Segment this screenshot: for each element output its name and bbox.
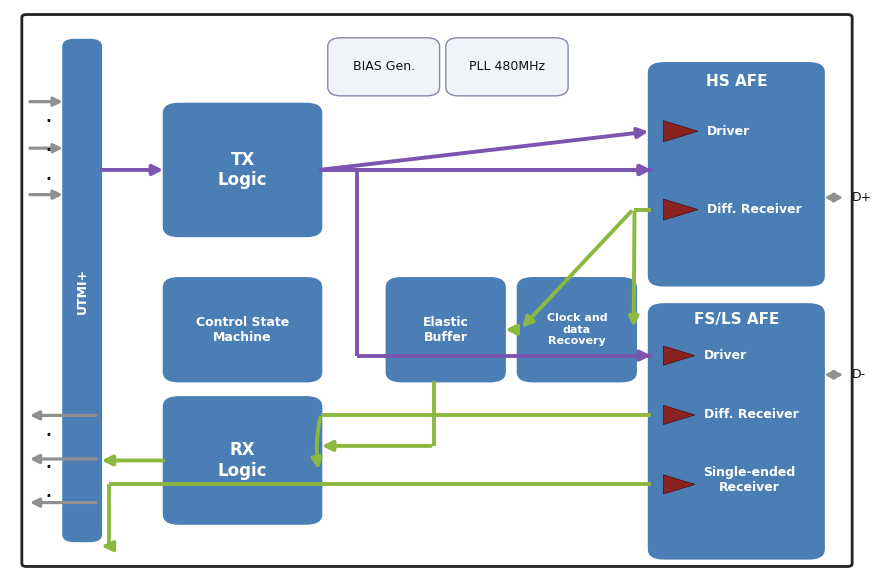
Text: Control State
Machine: Control State Machine — [196, 315, 289, 344]
Text: Diff. Receiver: Diff. Receiver — [704, 408, 798, 421]
Text: UTMI+: UTMI+ — [76, 267, 88, 314]
Text: D-: D- — [852, 368, 866, 381]
Text: Elastic
Buffer: Elastic Buffer — [423, 315, 468, 344]
FancyBboxPatch shape — [162, 395, 323, 526]
FancyBboxPatch shape — [446, 38, 568, 96]
FancyBboxPatch shape — [328, 38, 440, 96]
Text: BIAS Gen.: BIAS Gen. — [352, 60, 415, 73]
FancyBboxPatch shape — [61, 38, 103, 543]
Text: Single-ended
Receiver: Single-ended Receiver — [704, 466, 796, 494]
Text: PLL 480MHz: PLL 480MHz — [469, 60, 545, 73]
Text: HS AFE: HS AFE — [705, 74, 767, 89]
Text: TX
Logic: TX Logic — [218, 150, 267, 189]
Text: D+: D+ — [852, 191, 872, 204]
FancyBboxPatch shape — [162, 102, 323, 238]
Polygon shape — [663, 121, 698, 142]
FancyBboxPatch shape — [647, 61, 826, 288]
Text: Diff. Receiver: Diff. Receiver — [707, 203, 801, 216]
Text: Driver: Driver — [704, 349, 746, 362]
Text: Clock and
data
Recovery: Clock and data Recovery — [546, 313, 607, 346]
Text: FS/LS AFE: FS/LS AFE — [694, 312, 779, 327]
Text: Driver: Driver — [707, 125, 750, 138]
Polygon shape — [663, 475, 695, 494]
Polygon shape — [663, 346, 695, 365]
FancyBboxPatch shape — [385, 276, 507, 383]
Polygon shape — [663, 406, 695, 425]
Text: ·: · — [44, 456, 52, 480]
FancyBboxPatch shape — [516, 276, 638, 383]
Text: ·: · — [44, 110, 52, 134]
FancyBboxPatch shape — [162, 276, 323, 383]
Text: ·: · — [44, 168, 52, 192]
Text: ·: · — [44, 139, 52, 163]
Text: RX
Logic: RX Logic — [218, 441, 267, 480]
FancyBboxPatch shape — [647, 302, 826, 561]
Polygon shape — [663, 199, 698, 220]
Text: ·: · — [44, 424, 52, 448]
Text: ·: · — [44, 485, 52, 509]
